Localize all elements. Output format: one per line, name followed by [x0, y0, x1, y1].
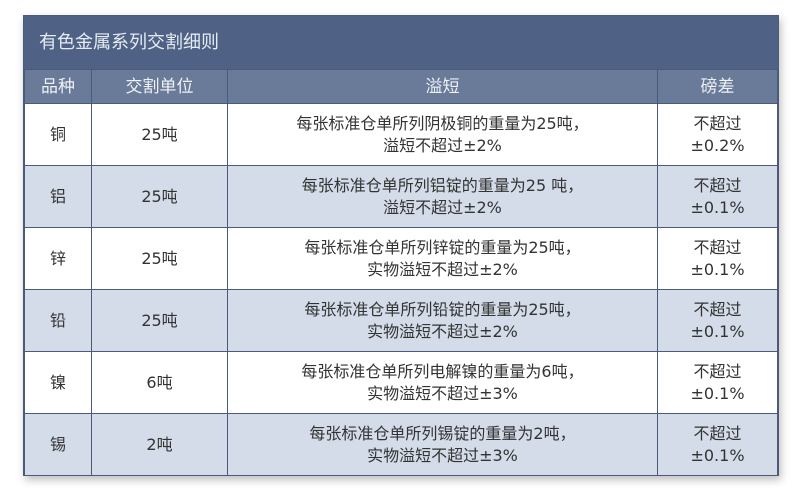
table-title: 有色金属系列交割细则 [24, 16, 778, 69]
tolerance-line: 不超过 [693, 237, 742, 257]
overflow-line: 每张标准仓单所列锡锭的重量为2吨， [309, 423, 576, 443]
variety-cell: 锌 [24, 227, 92, 290]
overflow-line: 溢短不超过±2% [383, 135, 502, 155]
header-unit: 交割单位 [91, 69, 228, 104]
unit-cell: 25吨 [91, 165, 228, 228]
unit-cell: 25吨 [91, 103, 228, 166]
overflow-line: 实物溢短不超过±2% [367, 321, 518, 341]
overflow-cell: 每张标准仓单所列锌锭的重量为25吨， 实物溢短不超过±2% [227, 227, 658, 290]
overflow-cell: 每张标准仓单所列锡锭的重量为2吨， 实物溢短不超过±3% [227, 413, 658, 476]
delivery-rules-table: 品种 交割单位 溢短 磅差 铜 25吨 每张标准仓单所列阴极铜的重量为25吨，溢… [24, 69, 778, 476]
tolerance-cell: 不超过 ±0.1% [657, 413, 778, 476]
overflow-line: 每张标准仓单所列阴极铜的重量为25吨， [296, 113, 589, 133]
tolerance-cell: 不超过 ±0.1% [657, 351, 778, 414]
overflow-cell: 每张标准仓单所列铅锭的重量为25吨， 实物溢短不超过±2% [227, 289, 658, 352]
tolerance-line: ±0.1% [690, 383, 745, 403]
tolerance-line: 不超过 [693, 423, 742, 443]
overflow-line: 每张标准仓单所列铝锭的重量为25 吨， [301, 175, 584, 195]
table-row: 锌 25吨 每张标准仓单所列锌锭的重量为25吨， 实物溢短不超过±2% 不超过 ±0… [24, 227, 778, 290]
tolerance-line: ±0.1% [690, 197, 745, 217]
table-row: 铜 25吨 每张标准仓单所列阴极铜的重量为25吨， 溢短不超过±2% 不超过 ±0.… [24, 103, 778, 166]
table-row: 铝 25吨 每张标准仓单所列铝锭的重量为25 吨， 溢短不超过±2% 不超过 ±0.… [24, 165, 778, 228]
tolerance-cell: 不超过 ±0.2% [657, 103, 778, 166]
tolerance-line: ±0.2% [690, 135, 745, 155]
variety-cell: 铜 [24, 103, 92, 166]
unit-cell: 2吨 [91, 413, 228, 476]
header-overflow: 溢短 [227, 69, 658, 104]
unit-cell: 25吨 [91, 227, 228, 290]
overflow-cell: 每张标准仓单所列铝锭的重量为25 吨， 溢短不超过±2% [227, 165, 658, 228]
tolerance-line: ±0.1% [690, 445, 745, 465]
unit-cell: 6吨 [91, 351, 228, 414]
variety-cell: 锡 [24, 413, 92, 476]
header-variety: 品种 [24, 69, 92, 104]
tolerance-line: ±0.1% [690, 321, 745, 341]
overflow-line: 每张标准仓单所列铅锭的重量为25吨， [304, 299, 581, 319]
tolerance-line: ±0.1% [690, 259, 745, 279]
overflow-line: 溢短不超过±2% [383, 197, 502, 217]
variety-cell: 铅 [24, 289, 92, 352]
tolerance-cell: 不超过 ±0.1% [657, 165, 778, 228]
table-row: 镍 6吨 每张标准仓单所列电解镍的重量为6吨， 实物溢短不超过±3% 不超过 ±0.… [24, 351, 778, 414]
overflow-line: 每张标准仓单所列锌锭的重量为25吨， [304, 237, 581, 257]
tolerance-line: 不超过 [693, 361, 742, 381]
table-row: 锡 2吨 每张标准仓单所列锡锭的重量为2吨， 实物溢短不超过±3% 不超过 ±0.1… [24, 413, 778, 476]
tolerance-line: 不超过 [693, 175, 742, 195]
variety-cell: 镍 [24, 351, 92, 414]
tolerance-line: 不超过 [693, 299, 742, 319]
overflow-line: 实物溢短不超过±2% [367, 259, 518, 279]
header-tolerance: 磅差 [657, 69, 778, 104]
header-row: 品种 交割单位 溢短 磅差 [24, 69, 778, 104]
overflow-line: 实物溢短不超过±3% [367, 445, 518, 465]
overflow-line: 实物溢短不超过±3% [367, 383, 518, 403]
tolerance-cell: 不超过 ±0.1% [657, 227, 778, 290]
tolerance-line: 不超过 [693, 113, 742, 133]
delivery-rules-table-card: 有色金属系列交割细则 品种 交割单位 溢短 磅差 铜 25吨 每张标准仓单所列阴… [23, 15, 779, 476]
overflow-line: 每张标准仓单所列电解镍的重量为6吨， [301, 361, 584, 381]
tolerance-cell: 不超过 ±0.1% [657, 289, 778, 352]
overflow-cell: 每张标准仓单所列阴极铜的重量为25吨， 溢短不超过±2% [227, 103, 658, 166]
table-row: 铅 25吨 每张标准仓单所列铅锭的重量为25吨， 实物溢短不超过±2% 不超过 ±0… [24, 289, 778, 352]
unit-cell: 25吨 [91, 289, 228, 352]
overflow-cell: 每张标准仓单所列电解镍的重量为6吨， 实物溢短不超过±3% [227, 351, 658, 414]
variety-cell: 铝 [24, 165, 92, 228]
